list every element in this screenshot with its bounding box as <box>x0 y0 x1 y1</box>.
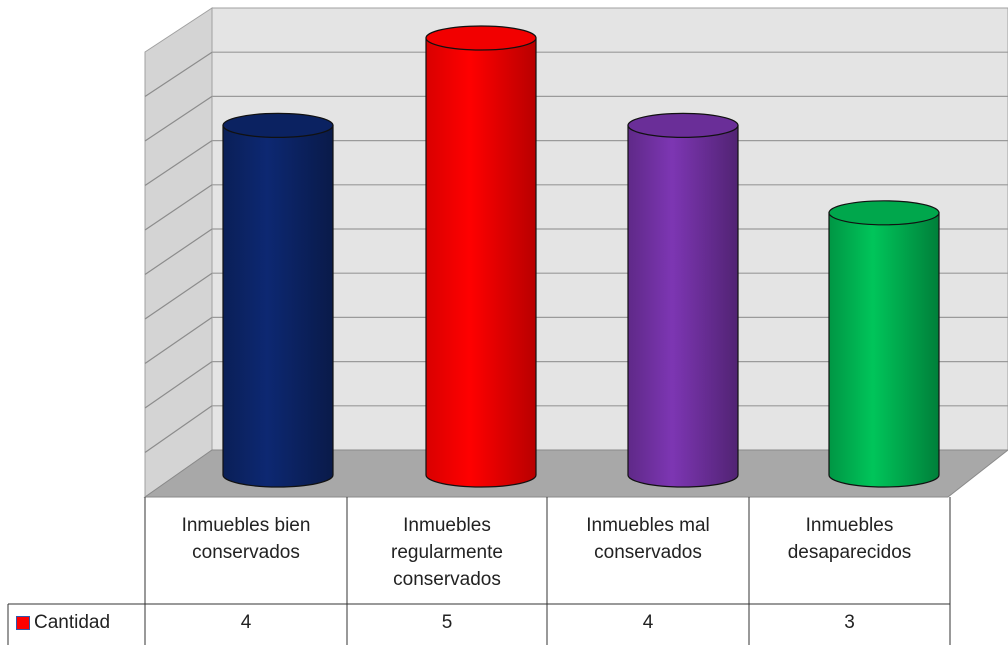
bars <box>222 25 940 488</box>
category-label-3: Inmuebles mal conservados <box>548 512 748 566</box>
bar-4 <box>828 200 940 488</box>
legend-label: Cantidad <box>34 612 111 633</box>
gridline-side <box>144 228 213 275</box>
value-cell-3: 4 <box>642 612 654 633</box>
gridline-side <box>144 316 213 364</box>
gridline-side <box>144 361 213 409</box>
data-table-grid <box>7 497 951 645</box>
category-label-line: Inmuebles bien <box>181 515 311 536</box>
legend-swatch <box>16 616 30 630</box>
bar-top <box>627 112 739 139</box>
category-label-1: Inmuebles bien conservados <box>146 512 346 566</box>
gridline-side <box>144 272 213 320</box>
bar-body <box>828 212 940 488</box>
gridline-side <box>144 51 213 98</box>
bar-top <box>425 25 537 51</box>
bar-body <box>425 37 537 488</box>
gridline-side <box>144 405 213 453</box>
bar-top <box>222 112 334 139</box>
bar-body <box>627 124 739 488</box>
category-label-4: Inmuebles desaparecidos <box>750 512 950 566</box>
category-label-line: Inmuebles <box>805 515 894 536</box>
floor <box>143 449 1008 498</box>
category-label-line: conservados <box>393 569 501 590</box>
side-wall <box>144 7 213 498</box>
category-label-line: regularmente <box>391 542 503 563</box>
category-label-line: conservados <box>192 542 300 563</box>
gridline-side <box>144 95 213 142</box>
legend-entry: Cantidad <box>16 610 110 636</box>
bar-2 <box>425 25 537 488</box>
gridline-side <box>144 184 213 231</box>
gridline-side <box>144 140 213 186</box>
category-label-line: desaparecidos <box>787 542 912 563</box>
category-label-line: Inmuebles <box>403 515 491 536</box>
bar-1 <box>222 112 334 488</box>
value-cell-2: 5 <box>441 612 453 633</box>
category-label-2: Inmuebles regularmente conservados <box>347 512 547 593</box>
value-cell-4: 3 <box>844 612 855 633</box>
category-label-line: Inmuebles mal <box>586 515 710 536</box>
bar-top <box>828 200 940 226</box>
category-label-line: conservados <box>594 542 702 563</box>
bar-3 <box>627 112 739 488</box>
value-cell-1: 4 <box>240 612 252 633</box>
bar-body <box>222 124 334 488</box>
